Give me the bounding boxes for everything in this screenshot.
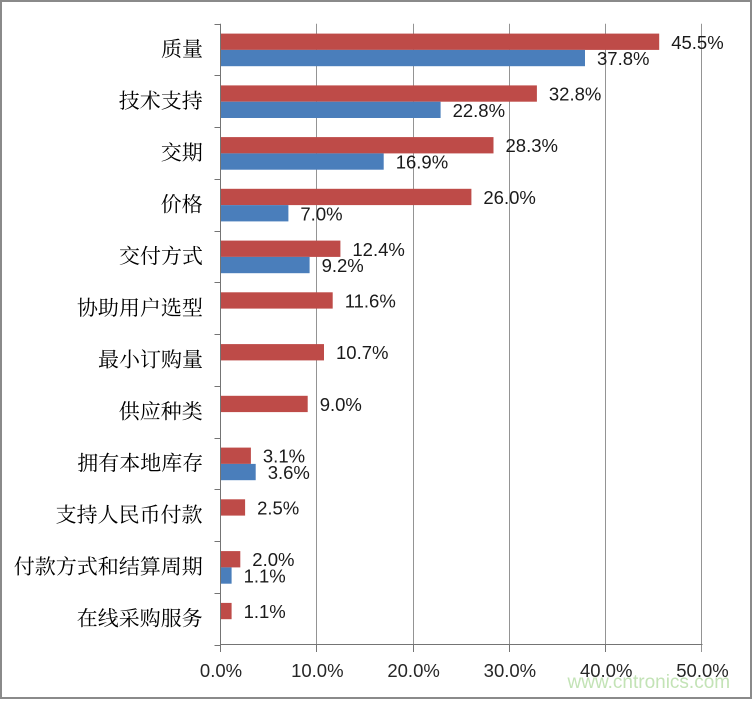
svg-text:1.1%: 1.1% [244,566,286,587]
svg-text:0.0%: 0.0% [200,660,242,681]
svg-text:32.8%: 32.8% [549,84,601,105]
svg-text:3.6%: 3.6% [268,462,310,483]
svg-text:1.1%: 1.1% [244,601,286,622]
svg-text:9.0%: 9.0% [320,394,362,415]
svg-text:12.4%: 12.4% [352,239,404,260]
svg-text:20.0%: 20.0% [387,660,439,681]
svg-text:45.5%: 45.5% [671,32,723,53]
svg-text:2.5%: 2.5% [257,498,299,519]
svg-text:10.7%: 10.7% [336,342,388,363]
svg-text:2.0%: 2.0% [252,549,294,570]
svg-text:7.0%: 7.0% [300,203,342,224]
svg-text:www.cntronics.com: www.cntronics.com [567,672,731,693]
svg-text:22.8%: 22.8% [453,100,505,121]
svg-text:37.8%: 37.8% [597,48,649,69]
svg-text:40.0%: 40.0% [580,660,632,681]
svg-text:30.0%: 30.0% [484,660,536,681]
svg-text:10.0%: 10.0% [291,660,343,681]
svg-text:16.9%: 16.9% [396,152,448,173]
svg-text:28.3%: 28.3% [506,135,558,156]
svg-text:9.2%: 9.2% [322,255,364,276]
svg-text:50.0%: 50.0% [676,660,728,681]
svg-text:3.1%: 3.1% [263,446,305,467]
svg-text:26.0%: 26.0% [483,187,535,208]
svg-text:11.6%: 11.6% [345,291,396,312]
